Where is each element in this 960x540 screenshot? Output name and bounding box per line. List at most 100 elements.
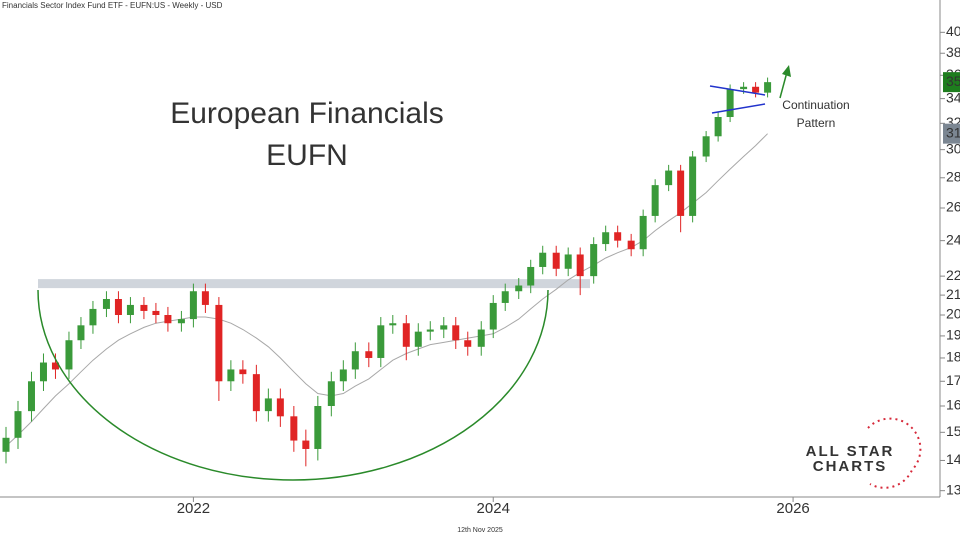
y-tick-label: 21 [946,286,960,302]
chart-title: European Financials [170,97,444,130]
candle-body [302,440,310,449]
x-tick-label: 2026 [776,500,809,517]
candle-body [752,86,760,93]
candle-body [201,291,209,305]
candle-body [389,323,397,326]
candle-body [152,310,160,316]
y-tick-label: 38 [946,44,960,60]
candle-body [126,304,134,316]
candle-body [501,291,509,303]
candle-body [51,362,59,370]
candle-body [2,437,10,452]
logo: ALL STAR [806,443,895,460]
candle-body [576,254,584,277]
y-tick-label: 22 [946,267,960,283]
candle-body [102,299,110,309]
y-tick-label: 40 [946,23,960,39]
logo: CHARTS [813,458,888,475]
candle-body [665,170,673,186]
candle-body [740,86,748,90]
annotation: Continuation [782,98,849,112]
candle-body [702,136,710,157]
candle-body [452,325,460,341]
candle-body [140,304,148,311]
x-tick-label: 2022 [177,500,210,517]
header: Financials Sector Index Fund ETF - EUFN:… [2,1,223,10]
candle-body [552,252,560,269]
candle-body [314,406,322,449]
candle-body [489,302,497,330]
candle-body [252,374,260,412]
candle-body [351,351,359,370]
moving-average [5,133,768,447]
candle-body [14,411,22,438]
candle-body [327,381,335,407]
candle-body [77,325,85,341]
candle-body [426,329,434,332]
candle-body [227,369,235,382]
candle-body [726,89,734,118]
candle-body [614,232,622,241]
candle-body [339,369,347,382]
y-tick-label: 15 [946,423,960,439]
y-tick-label: 34 [946,89,960,105]
candle-body [590,244,598,277]
candle-body [39,362,47,382]
x-tick-label: 2024 [477,500,510,517]
cup-arc [37,289,549,481]
candle-body [290,416,298,441]
candle-body [239,369,247,375]
chart-subtitle: EUFN [266,139,348,172]
y-tick-label: 28 [946,168,960,184]
candle-body [164,315,172,324]
resistance-band [38,279,590,289]
annotation: Pattern [797,116,836,130]
candle-body [627,240,635,250]
candle-body [177,319,185,324]
candle-body [714,117,722,137]
candle-body [264,398,272,412]
candle-body [564,254,572,269]
arrow [779,71,788,99]
candle-body [276,398,284,417]
y-tick-label: 16 [946,397,960,413]
candle-body [527,266,535,286]
y-tick-label: 26 [946,199,960,215]
candle-body [365,351,373,358]
candle-body [114,299,122,316]
y-tick-label: 13 [946,481,960,497]
candle-body [89,308,97,326]
candle-body [27,381,35,412]
y-tick-label: 30 [946,140,960,156]
candle-body [414,331,422,347]
candle-body [189,291,197,320]
arrow-head [782,65,791,77]
candle-body [602,232,610,245]
price-marker-label: 35.4 [946,73,960,89]
y-tick-label: 17 [946,372,960,388]
candle-body [689,156,697,216]
price-marker-label: 31.2 [946,124,960,140]
y-tick-label: 24 [946,231,960,247]
candle-body [651,185,659,216]
candle-body [464,340,472,347]
candle-body [440,325,448,330]
y-tick-label: 18 [946,349,960,365]
candle-body [764,82,772,93]
plot-area [2,77,772,467]
y-tick-label: 20 [946,306,960,322]
triangle-upper [709,85,766,96]
candle-body [677,170,685,216]
candle-body [477,329,485,347]
price-marker [943,123,960,144]
y-tick-label: 14 [946,451,960,467]
y-tick-label: 19 [946,327,960,343]
candle-body [65,340,73,370]
candle-body [402,323,410,347]
candle-body [639,215,647,250]
candle-body [377,325,385,358]
triangle-lower [711,103,766,114]
footer-date: 12th Nov 2025 [457,527,503,534]
candle-body [215,304,223,382]
